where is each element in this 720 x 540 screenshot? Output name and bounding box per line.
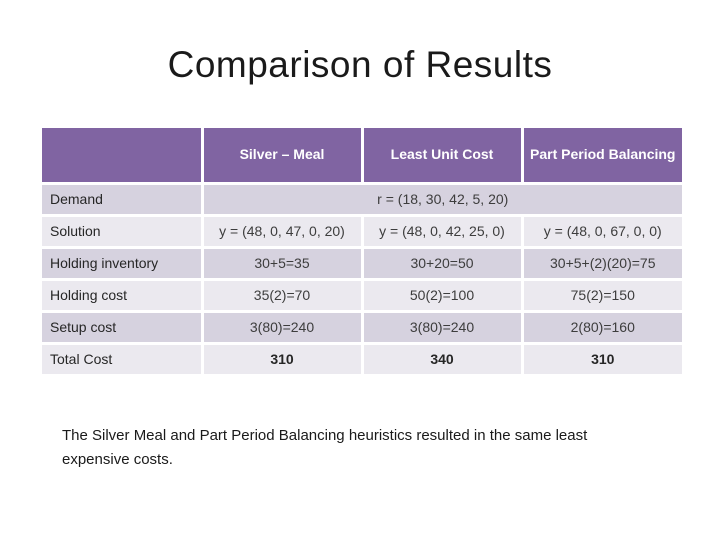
col-header-part-period-balancing: Part Period Balancing bbox=[522, 128, 682, 185]
solution-least-unit-cost: y = (48, 0, 42, 25, 0) bbox=[362, 215, 524, 249]
setup-cost-silver-meal: 3(80)=240 bbox=[202, 311, 364, 345]
conclusion-text: The Silver Meal and Part Period Balancin… bbox=[62, 427, 588, 468]
col-header-silver-meal: Silver – Meal bbox=[202, 128, 364, 185]
solution-part-period-balancing: y = (48, 0, 67, 0, 0) bbox=[522, 215, 682, 249]
total-cost-silver-meal: 310 bbox=[202, 343, 364, 377]
table-row-solution: Solution y = (48, 0, 47, 0, 20) y = (48,… bbox=[42, 215, 682, 249]
row-label-holding-inventory: Holding inventory bbox=[42, 247, 204, 281]
col-header-least-unit-cost: Least Unit Cost bbox=[362, 128, 524, 185]
total-cost-part-period-balancing: 310 bbox=[522, 343, 682, 377]
table-row-total-cost: Total Cost 310 340 310 bbox=[42, 343, 682, 377]
holding-inventory-silver-meal: 30+5=35 bbox=[202, 247, 364, 281]
table-header-row: Silver – Meal Least Unit Cost Part Perio… bbox=[42, 128, 682, 185]
holding-cost-silver-meal: 35(2)=70 bbox=[202, 279, 364, 313]
row-label-solution: Solution bbox=[42, 215, 204, 249]
table-row-demand: Demand r = (18, 30, 42, 5, 20) bbox=[42, 183, 682, 217]
comparison-table: Silver – Meal Least Unit Cost Part Perio… bbox=[42, 128, 682, 377]
demand-value: r = (18, 30, 42, 5, 20) bbox=[202, 183, 682, 217]
setup-cost-part-period-balancing: 2(80)=160 bbox=[522, 311, 682, 345]
solution-silver-meal: y = (48, 0, 47, 0, 20) bbox=[202, 215, 364, 249]
table-row-holding-inventory: Holding inventory 30+5=35 30+20=50 30+5+… bbox=[42, 247, 682, 281]
holding-cost-least-unit-cost: 50(2)=100 bbox=[362, 279, 524, 313]
row-label-demand: Demand bbox=[42, 183, 204, 217]
table-row-setup-cost: Setup cost 3(80)=240 3(80)=240 2(80)=160 bbox=[42, 311, 682, 345]
table-row-holding-cost: Holding cost 35(2)=70 50(2)=100 75(2)=15… bbox=[42, 279, 682, 313]
setup-cost-least-unit-cost: 3(80)=240 bbox=[362, 311, 524, 345]
holding-inventory-part-period-balancing: 30+5+(2)(20)=75 bbox=[522, 247, 682, 281]
holding-cost-part-period-balancing: 75(2)=150 bbox=[522, 279, 682, 313]
total-cost-least-unit-cost: 340 bbox=[362, 343, 524, 377]
row-label-setup-cost: Setup cost bbox=[42, 311, 204, 345]
corner-cell bbox=[42, 128, 204, 185]
row-label-total-cost: Total Cost bbox=[42, 343, 204, 377]
row-label-holding-cost: Holding cost bbox=[42, 279, 204, 313]
slide-title: Comparison of Results bbox=[167, 44, 553, 85]
holding-inventory-least-unit-cost: 30+20=50 bbox=[362, 247, 524, 281]
